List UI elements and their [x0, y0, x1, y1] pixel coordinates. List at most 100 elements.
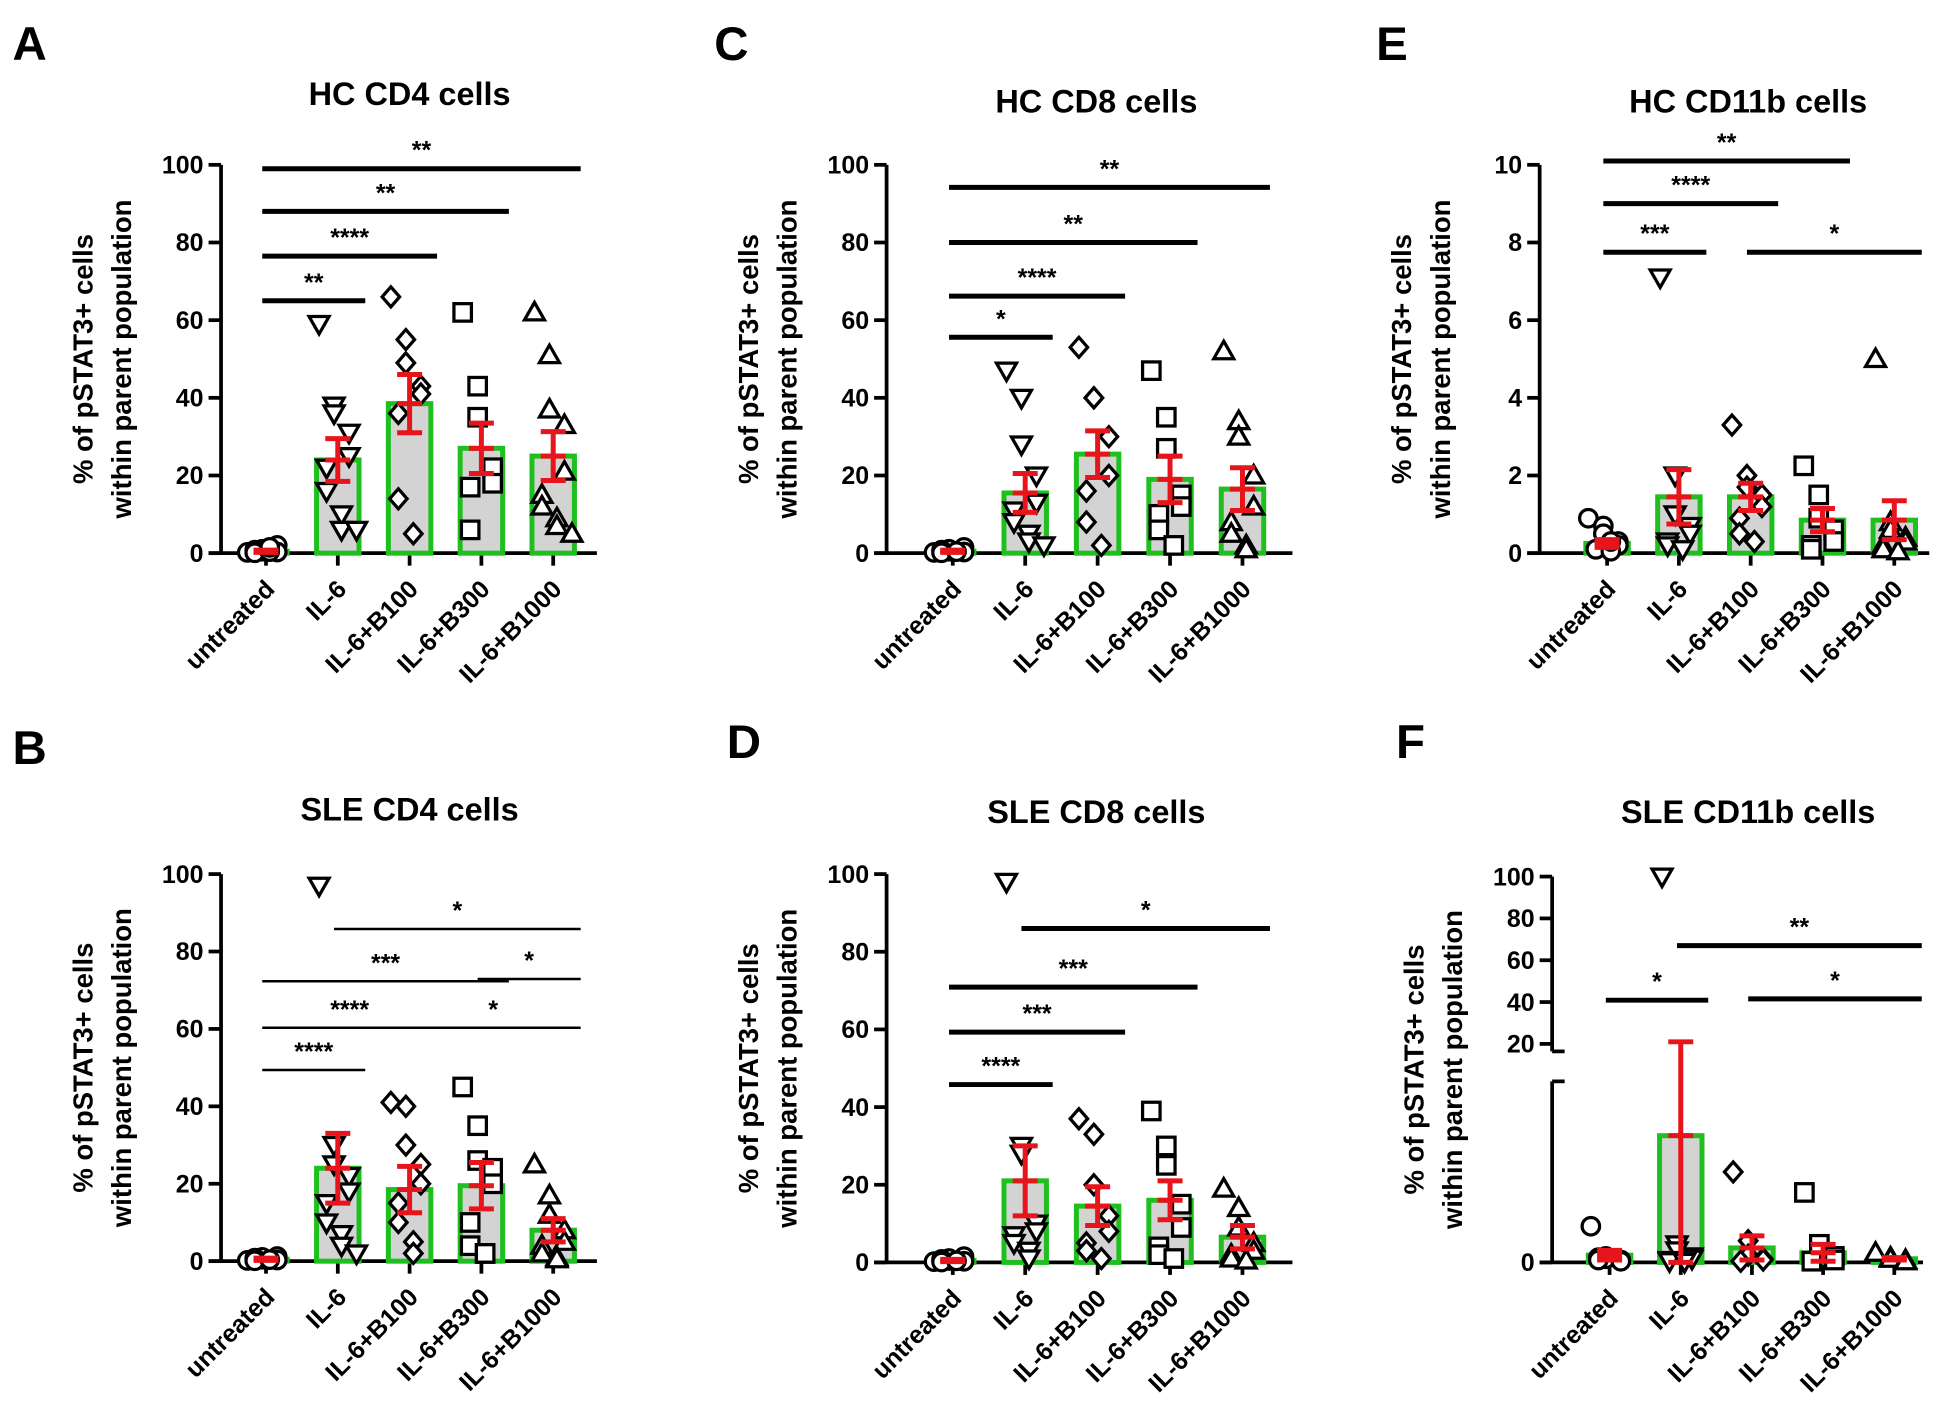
significance-label: *: [996, 305, 1006, 333]
data-point-triangle-up: [1233, 536, 1260, 559]
data-point-diamond: [387, 400, 410, 426]
chart-title: HC CD11b cells: [1629, 83, 1867, 119]
data-point-triangle-up: [529, 1240, 555, 1263]
data-point-triangle-up: [1225, 423, 1252, 446]
data-point-square: [1155, 406, 1177, 428]
y-axis-label: % of pSTAT3+ cells: [1399, 944, 1430, 1194]
y-tick-label: 20: [841, 1171, 869, 1199]
significance-label: ****: [981, 1053, 1020, 1081]
x-tick-label: IL-6: [988, 1284, 1039, 1335]
data-point-diamond: [1090, 532, 1113, 558]
significance-label: **: [376, 179, 396, 207]
panel-letter: D: [727, 716, 761, 769]
panel-letter: E: [1376, 18, 1408, 71]
y-tick-label: 80: [841, 938, 869, 966]
data-point-triangle-down: [1008, 1144, 1035, 1167]
data-point-triangle-up: [1210, 1175, 1237, 1198]
x-tick-label: untreated: [180, 1283, 280, 1383]
y-tick-label: 40: [176, 385, 204, 413]
y-tick-label: 60: [176, 1016, 204, 1044]
x-tick-label: untreated: [180, 575, 280, 675]
panel-letter: B: [13, 722, 47, 775]
data-point-triangle-down: [1669, 540, 1696, 563]
data-point-square: [1800, 538, 1822, 560]
y-tick-label: 0: [855, 1249, 869, 1277]
significance-label: *: [453, 897, 463, 925]
significance-label: **: [1790, 914, 1810, 942]
data-point-diamond: [1075, 1238, 1098, 1264]
x-tick-label: IL-6: [1642, 575, 1693, 626]
y-tick-label: 60: [841, 1016, 869, 1044]
significance-label: *: [1141, 896, 1151, 924]
data-point-diamond: [1075, 509, 1098, 535]
panel-B: B SLE CD4 cells % of pSTAT3+ cells within p…: [13, 722, 597, 1397]
y-tick-label: 40: [841, 385, 869, 413]
x-tick-label: IL-6: [301, 575, 352, 626]
data-point-square: [482, 472, 504, 494]
y-tick-label: 60: [176, 307, 204, 335]
y-tick-label: 100: [162, 152, 204, 180]
data-point-diamond: [394, 1132, 417, 1158]
chart-title: HC CD8 cells: [995, 83, 1197, 119]
data-point-triangle-down: [336, 423, 362, 447]
panel-A: A HC CD4 cells % of pSTAT3+ cells within pa…: [13, 18, 597, 689]
y-tick-label: 100: [1493, 863, 1535, 891]
data-point-triangle-down: [306, 314, 332, 338]
x-tick-label: untreated: [1521, 575, 1621, 675]
data-point-triangle-up: [521, 1151, 548, 1174]
data-point-diamond: [1721, 412, 1743, 438]
data-point-diamond: [387, 486, 410, 512]
x-tick-label: IL-6: [1644, 1284, 1695, 1335]
data-point-triangle-up: [521, 299, 548, 322]
significance-label: ****: [1671, 172, 1710, 200]
significance-label: **: [304, 269, 324, 297]
data-point-diamond: [1082, 385, 1105, 411]
data-point-triangle-up: [1210, 337, 1237, 361]
significance-label: *: [1829, 220, 1839, 248]
data-point-triangle-up: [544, 512, 570, 536]
y-tick-label: 80: [1507, 905, 1535, 933]
data-point-square: [1808, 484, 1830, 506]
data-point-square: [1793, 455, 1815, 477]
y-tick-label: 10: [1494, 152, 1522, 180]
data-point-square: [467, 375, 489, 397]
data-point-diamond: [379, 284, 402, 310]
y-tick-label: 6: [1508, 307, 1522, 335]
data-point-diamond: [1082, 1121, 1105, 1147]
significance-label: **: [1064, 211, 1084, 239]
data-point-triangle-down: [336, 1182, 362, 1205]
y-axis-label: within parent population: [772, 200, 803, 520]
data-point-square: [1155, 1135, 1177, 1157]
data-point-triangle-down: [1008, 388, 1035, 412]
data-point-square: [1148, 519, 1170, 541]
data-point-square: [1794, 1182, 1815, 1203]
y-tick-label: 80: [841, 229, 869, 257]
data-point-diamond: [1743, 529, 1766, 554]
data-point-diamond: [394, 327, 417, 353]
data-point-diamond: [1722, 1159, 1745, 1185]
data-point-square: [452, 302, 474, 323]
y-axis-label: % of pSTAT3+ cells: [733, 943, 764, 1193]
data-point-triangle-down: [1647, 268, 1673, 291]
y-axis-label: within parent population: [1425, 200, 1456, 520]
data-point-triangle-down: [1008, 435, 1035, 458]
data-point-triangle-down: [1023, 466, 1050, 489]
data-point-triangle-down: [1023, 1222, 1050, 1245]
data-point-triangle-down: [328, 505, 355, 528]
data-point-triangle-down: [1016, 1249, 1042, 1272]
data-point-triangle-up: [1218, 1245, 1245, 1268]
data-point-triangle-down: [1031, 536, 1057, 559]
data-point-diamond: [1067, 1106, 1090, 1132]
y-tick-label: 0: [855, 540, 869, 568]
data-point-triangle-up: [559, 520, 585, 543]
chart-title: SLE CD4 cells: [300, 791, 518, 827]
y-tick-label: 80: [176, 938, 204, 966]
y-axis-label: within parent population: [772, 909, 803, 1229]
data-point-triangle-down: [313, 1213, 340, 1236]
x-tick-label: untreated: [867, 1284, 967, 1384]
data-point-diamond: [394, 350, 417, 376]
y-axis-label: % of pSTAT3+ cells: [67, 234, 98, 484]
data-point-triangle-up: [536, 341, 563, 365]
data-point-square: [467, 1115, 489, 1137]
